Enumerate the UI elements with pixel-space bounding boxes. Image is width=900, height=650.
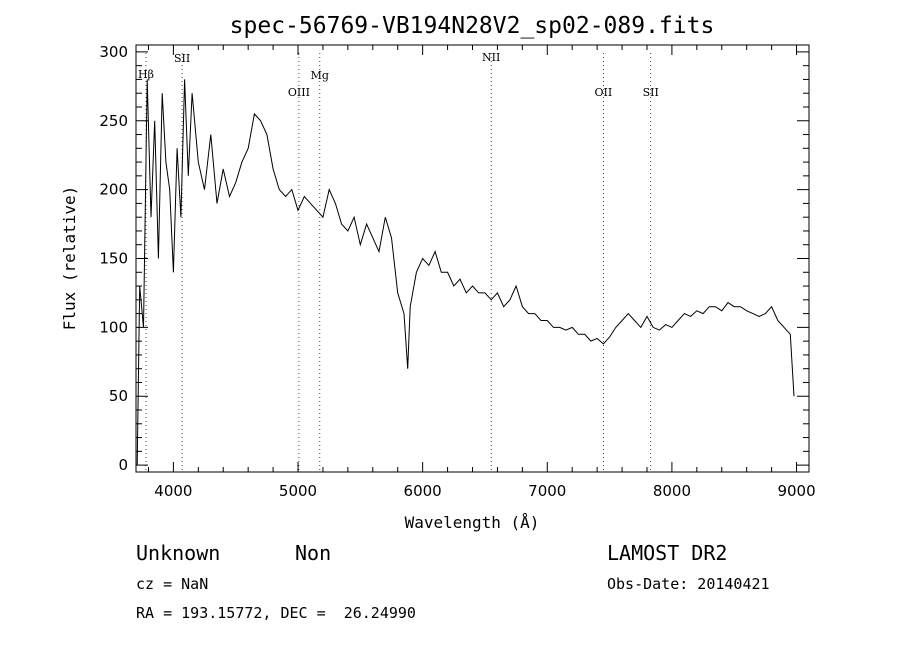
redshift-text: cz = NaN <box>136 575 209 593</box>
chart-title: spec-56769-VB194N28V2_sp02-089.fits <box>230 13 715 39</box>
y-axis-label: Flux (relative) <box>60 186 79 331</box>
x-axis-label: Wavelength (Å) <box>405 513 540 532</box>
axis-ticks: 4000 5000 6000 7000 8000 9000 0 50 100 150 200 250 3… <box>99 43 815 500</box>
coordinates-text: RA = 193.15772, DEC = 26.24990 <box>136 604 416 622</box>
emission-line-label: Hβ <box>138 68 154 81</box>
y-tick-label: 50 <box>109 387 128 405</box>
emission-line-label: SII <box>174 52 190 65</box>
y-tick-label: 300 <box>99 43 128 61</box>
emission-line-label: OII <box>595 86 613 99</box>
emission-line-label: NII <box>482 51 500 64</box>
emission-line-label: SII <box>643 86 659 99</box>
x-tick-label: 8000 <box>653 482 691 500</box>
x-tick-label: 4000 <box>154 482 192 500</box>
plot-frame <box>135 44 810 473</box>
survey-label: LAMOST DR2 <box>607 541 728 565</box>
emission-line-label: OIII <box>288 86 310 99</box>
y-tick-label: 0 <box>118 456 128 474</box>
subclass-label: Non <box>295 541 332 565</box>
spectrum-series <box>136 79 795 466</box>
obs-date-text: Obs-Date: 20140421 <box>607 575 770 593</box>
emission-line-label: Mg <box>311 69 329 82</box>
x-tick-label: 5000 <box>279 482 317 500</box>
spectrum-line <box>136 79 795 466</box>
x-tick-label: 7000 <box>528 482 566 500</box>
y-tick-label: 200 <box>99 181 128 199</box>
y-tick-label: 150 <box>99 250 128 268</box>
y-tick-label: 250 <box>99 112 128 130</box>
x-tick-label: 9000 <box>777 482 815 500</box>
x-tick-label: 6000 <box>404 482 442 500</box>
class-label: Unknown <box>136 541 221 565</box>
y-tick-label: 100 <box>99 318 128 336</box>
